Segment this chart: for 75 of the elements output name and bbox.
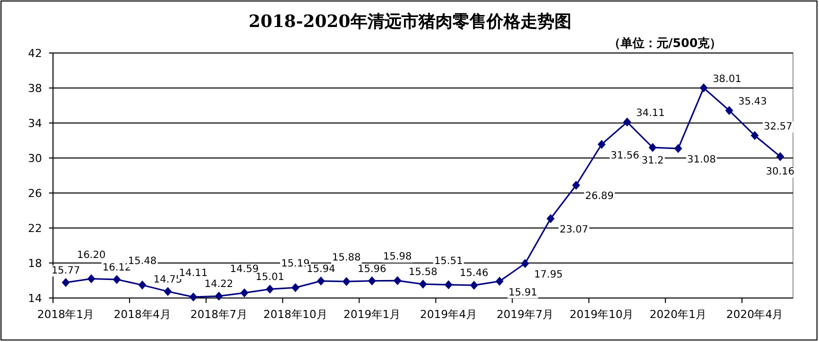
data-label: 34.11: [636, 108, 665, 120]
point: [623, 118, 632, 127]
chart-title: 2018-2020年清远市猪肉零售价格走势图: [248, 12, 572, 32]
point: [444, 280, 453, 290]
point: [648, 143, 657, 152]
y-tick-label: 26: [28, 187, 42, 200]
data-label: 32.57: [764, 122, 792, 133]
data-label: 23.07: [560, 224, 588, 236]
point: [62, 278, 70, 288]
data-label: 31.56: [610, 150, 640, 162]
point: [546, 214, 555, 224]
y-tick-label: 30: [28, 152, 42, 165]
point: [112, 274, 121, 284]
y-tick-label: 34: [28, 117, 42, 130]
x-tick-label: 2019年4月: [420, 308, 478, 321]
x-tick-label: 2019年7月: [496, 308, 554, 321]
data-label: 15.96: [358, 264, 386, 275]
data-label: 30.16: [766, 166, 795, 178]
point: [725, 106, 734, 115]
point: [496, 276, 504, 286]
data-label: 35.43: [738, 96, 767, 108]
point: [750, 131, 759, 140]
data-label: 15.01: [256, 272, 284, 284]
data-label: 15.46: [460, 268, 488, 280]
point: [316, 276, 325, 286]
point: [393, 276, 402, 286]
data-label: 15.98: [383, 252, 412, 263]
point: [87, 274, 96, 284]
data-label: 14.22: [204, 279, 234, 290]
y-tick-label: 14: [28, 292, 42, 305]
point: [572, 180, 580, 190]
point: [674, 144, 682, 154]
y-tick-label: 42: [28, 47, 42, 60]
y-tick-label: 22: [28, 222, 42, 235]
data-label: 15.48: [128, 256, 157, 268]
x-tick-label: 2019年1月: [343, 308, 400, 321]
data-label: 26.89: [585, 191, 614, 202]
data-label: 31.08: [687, 154, 716, 166]
point: [521, 258, 530, 268]
data-label: 15.51: [434, 256, 463, 267]
x-tick-label: 2020年4月: [726, 308, 784, 321]
data-label: 15.58: [408, 267, 438, 278]
point: [189, 292, 198, 302]
point: [342, 277, 350, 286]
y-tick-label: 18: [28, 257, 42, 270]
point: [240, 288, 248, 298]
data-label: 17.95: [534, 269, 563, 280]
point: [419, 280, 427, 289]
point: [368, 276, 376, 286]
point: [470, 280, 478, 290]
data-label: 14.11: [179, 268, 208, 280]
data-label: 15.19: [281, 258, 310, 270]
x-tick-label: 2018年4月: [114, 308, 171, 321]
data-label: 31.2: [642, 156, 664, 166]
x-tick-label: 2018年1月: [37, 308, 94, 321]
data-label: 16.20: [76, 250, 106, 261]
data-label: 15.77: [51, 266, 80, 277]
point: [164, 286, 172, 296]
x-tick-label: 2018年7月: [190, 308, 248, 321]
point: [598, 140, 606, 149]
x-tick-label: 2019年10月: [570, 308, 634, 321]
data-label: 15.94: [306, 264, 336, 276]
point: [291, 283, 300, 292]
chart-subtitle: （单位：元/500克）: [608, 36, 722, 50]
point: [138, 280, 146, 290]
data-label: 38.01: [712, 74, 742, 85]
x-tick-label: 2020年1月: [650, 308, 707, 321]
point: [214, 292, 223, 301]
point: [700, 83, 708, 92]
y-tick-label: 38: [28, 82, 42, 95]
point: [266, 284, 274, 294]
data-label: 15.88: [332, 252, 361, 264]
data-label: 15.91: [508, 287, 538, 298]
point: [776, 152, 784, 162]
x-tick-label: 2018年10月: [263, 308, 328, 321]
